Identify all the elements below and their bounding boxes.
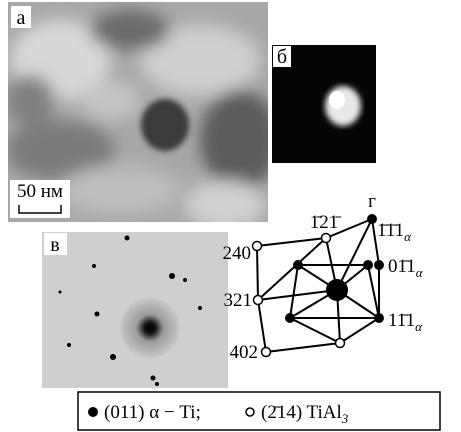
- legend-symbol: [246, 408, 254, 416]
- scale-bar-label: 50 нм: [17, 181, 63, 202]
- central-spot: [120, 298, 180, 358]
- legend-entry: (011) α − Ti;: [104, 402, 201, 423]
- index-sub: α: [404, 229, 412, 244]
- legend-text: (2̄14) TiAl: [261, 402, 342, 423]
- index-text: 01̄1: [388, 256, 416, 277]
- panel-label: б: [277, 46, 287, 68]
- index-sub: α: [415, 319, 423, 334]
- index-text: 11̄1: [388, 310, 415, 331]
- legend-entry: (2̄14) TiAl3: [261, 402, 349, 426]
- legend-sub: 3: [341, 411, 349, 426]
- panel-label: г: [368, 191, 376, 212]
- index-label: 01̄1α: [388, 256, 424, 280]
- index-sub: α: [416, 265, 424, 280]
- index-label: 1̄21̄: [310, 212, 342, 233]
- legend-symbol: [88, 407, 98, 417]
- index-label: 402: [230, 342, 259, 363]
- index-label: 321: [224, 290, 253, 311]
- figure: а 50 нм б в г 1̄21̄ 1̄1̄1α 01̄1α 11̄1α: [0, 0, 461, 432]
- panel-label: а: [17, 7, 26, 29]
- index-label: 1̄1̄1α: [377, 220, 412, 244]
- lattice-lines: [257, 219, 379, 352]
- index-label: 11̄1α: [388, 310, 423, 334]
- index-text: 1̄1̄1: [377, 220, 404, 241]
- index-label: 240: [223, 243, 252, 264]
- panel-label: в: [50, 234, 59, 256]
